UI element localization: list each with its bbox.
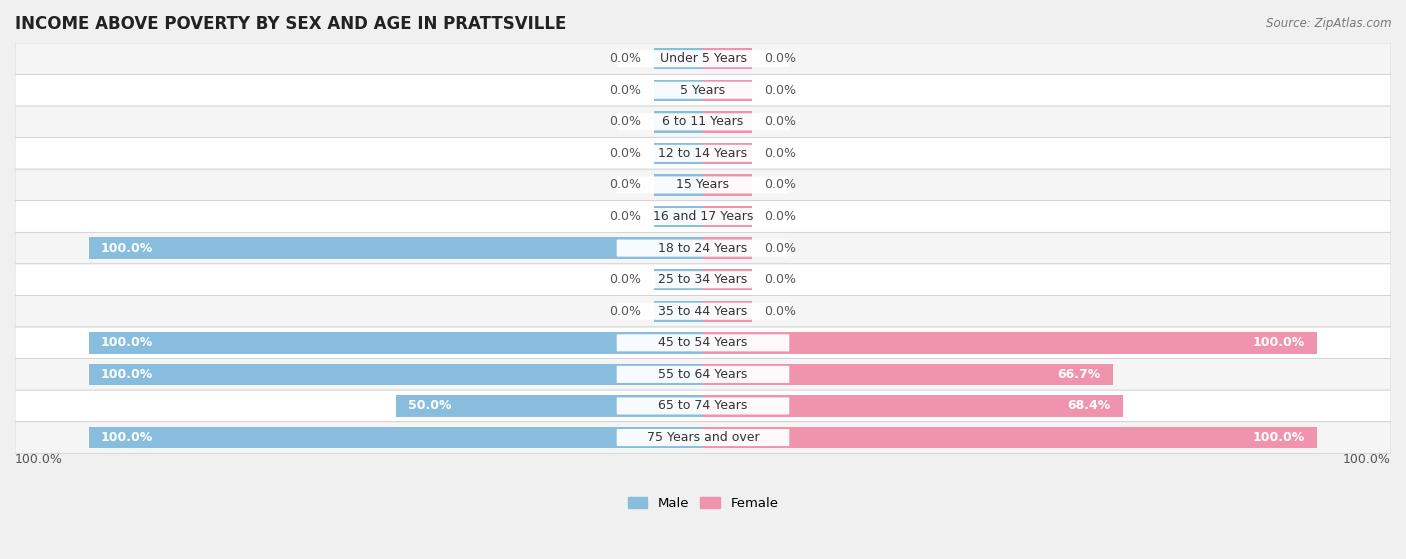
Text: 6 to 11 Years: 6 to 11 Years [662,115,744,129]
FancyBboxPatch shape [15,359,1391,390]
Bar [654,143,703,164]
Text: 35 to 44 Years: 35 to 44 Years [658,305,748,318]
FancyBboxPatch shape [617,429,789,446]
Text: 0.0%: 0.0% [610,273,641,286]
Bar [703,238,752,259]
Text: 100.0%: 100.0% [1253,337,1305,349]
Bar [703,301,752,322]
FancyBboxPatch shape [617,334,789,352]
Bar [703,143,752,164]
Text: 0.0%: 0.0% [765,52,796,65]
FancyBboxPatch shape [15,138,1391,169]
FancyBboxPatch shape [617,82,789,99]
Text: 100.0%: 100.0% [101,368,153,381]
Text: 45 to 54 Years: 45 to 54 Years [658,337,748,349]
Bar [654,79,703,101]
Text: Source: ZipAtlas.com: Source: ZipAtlas.com [1267,17,1392,30]
Text: 12 to 14 Years: 12 to 14 Years [658,147,748,160]
Text: 0.0%: 0.0% [765,147,796,160]
Text: 55 to 64 Years: 55 to 64 Years [658,368,748,381]
Text: INCOME ABOVE POVERTY BY SEX AND AGE IN PRATTSVILLE: INCOME ABOVE POVERTY BY SEX AND AGE IN P… [15,15,567,33]
FancyBboxPatch shape [617,177,789,193]
FancyBboxPatch shape [15,296,1391,327]
FancyBboxPatch shape [15,43,1391,74]
Bar [703,79,752,101]
FancyBboxPatch shape [617,303,789,320]
Bar [654,48,703,69]
Text: 25 to 34 Years: 25 to 34 Years [658,273,748,286]
FancyBboxPatch shape [617,50,789,67]
Text: 50.0%: 50.0% [408,400,451,413]
Text: 0.0%: 0.0% [765,305,796,318]
FancyBboxPatch shape [15,106,1391,138]
Bar [703,174,752,196]
Bar [89,364,703,385]
FancyBboxPatch shape [15,201,1391,233]
Text: 68.4%: 68.4% [1067,400,1111,413]
Text: 0.0%: 0.0% [765,210,796,223]
Bar [654,269,703,291]
Text: 0.0%: 0.0% [610,147,641,160]
Text: 0.0%: 0.0% [610,115,641,129]
Text: 0.0%: 0.0% [765,241,796,254]
Bar [89,427,703,448]
Text: 0.0%: 0.0% [610,178,641,192]
Text: 0.0%: 0.0% [610,52,641,65]
Text: Under 5 Years: Under 5 Years [659,52,747,65]
Text: 100.0%: 100.0% [101,337,153,349]
Bar [703,206,752,228]
Text: 100.0%: 100.0% [101,241,153,254]
Text: 75 Years and over: 75 Years and over [647,431,759,444]
Bar [89,332,703,353]
Text: 0.0%: 0.0% [765,84,796,97]
FancyBboxPatch shape [15,169,1391,201]
Bar [654,111,703,132]
Bar [703,48,752,69]
FancyBboxPatch shape [15,390,1391,421]
Text: 100.0%: 100.0% [1343,453,1391,466]
Text: 15 Years: 15 Years [676,178,730,192]
Text: 0.0%: 0.0% [610,305,641,318]
Text: 0.0%: 0.0% [765,115,796,129]
FancyBboxPatch shape [617,113,789,130]
Text: 5 Years: 5 Years [681,84,725,97]
Bar [703,364,1112,385]
Text: 100.0%: 100.0% [1253,431,1305,444]
Text: 0.0%: 0.0% [765,273,796,286]
FancyBboxPatch shape [617,208,789,225]
FancyBboxPatch shape [617,397,789,415]
FancyBboxPatch shape [617,271,789,288]
Text: 18 to 24 Years: 18 to 24 Years [658,241,748,254]
Bar [703,269,752,291]
Legend: Male, Female: Male, Female [623,491,783,515]
Text: 66.7%: 66.7% [1057,368,1101,381]
Bar [703,111,752,132]
Bar [89,238,703,259]
FancyBboxPatch shape [15,327,1391,359]
Text: 100.0%: 100.0% [15,453,63,466]
FancyBboxPatch shape [15,233,1391,264]
Text: 100.0%: 100.0% [101,431,153,444]
FancyBboxPatch shape [617,145,789,162]
Text: 0.0%: 0.0% [765,178,796,192]
Bar [654,206,703,228]
Bar [703,427,1317,448]
FancyBboxPatch shape [617,240,789,257]
Text: 65 to 74 Years: 65 to 74 Years [658,400,748,413]
Text: 0.0%: 0.0% [610,210,641,223]
FancyBboxPatch shape [15,264,1391,296]
Bar [703,395,1123,416]
Text: 0.0%: 0.0% [610,84,641,97]
Text: 16 and 17 Years: 16 and 17 Years [652,210,754,223]
FancyBboxPatch shape [15,74,1391,106]
Bar [703,332,1317,353]
FancyBboxPatch shape [617,366,789,383]
Bar [654,301,703,322]
FancyBboxPatch shape [15,421,1391,453]
Bar [396,395,703,416]
Bar [654,174,703,196]
